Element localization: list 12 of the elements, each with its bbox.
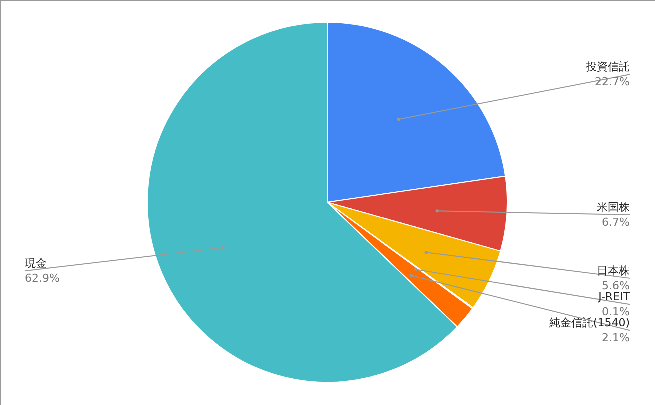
data-label: 2.1% (602, 332, 630, 345)
data-label: 0.1% (602, 306, 630, 319)
slice-label: 投資信託 (585, 60, 630, 74)
data-label: 62.9% (25, 272, 60, 286)
slice-label: 米国株 (597, 200, 630, 214)
data-label: 5.6% (602, 279, 630, 292)
slice-label: 日本株 (597, 264, 630, 278)
slice-label: 現金 (25, 257, 47, 270)
data-label: 6.7% (602, 216, 630, 229)
data-label: 22.7% (595, 76, 630, 89)
slice-label: 純金信託(1540) (549, 316, 630, 330)
slice-label: J-REIT (598, 290, 630, 304)
